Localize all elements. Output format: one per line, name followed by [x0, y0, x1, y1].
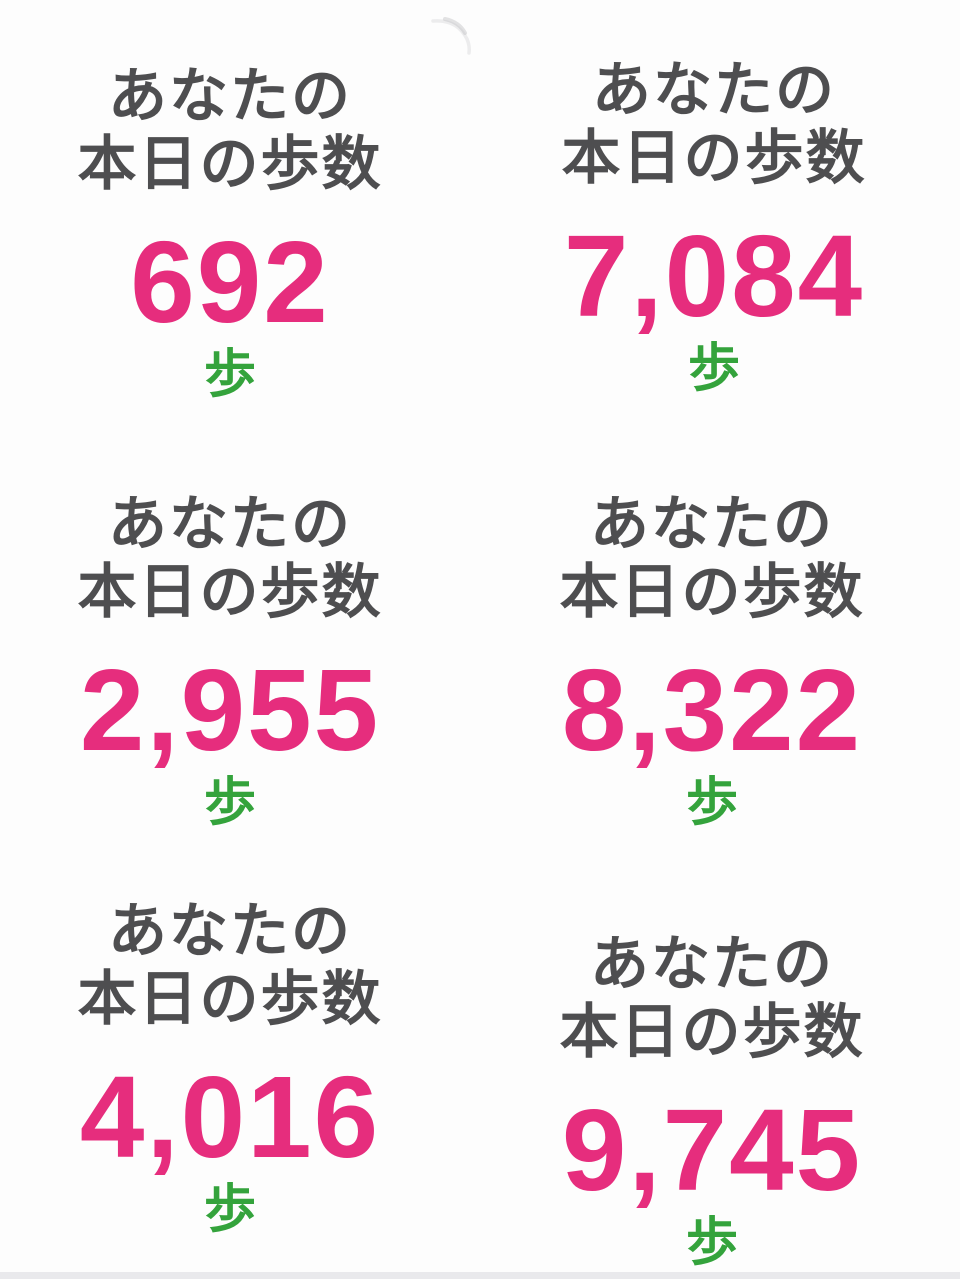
step-card: あなたの 本日の歩数 8,322 歩 — [472, 430, 952, 845]
card-title-line1: あなたの — [589, 931, 834, 997]
step-count-value: 9,745 — [561, 1085, 863, 1215]
step-card: あなたの 本日の歩数 4,016 歩 — [0, 845, 470, 1279]
card-title-line2: 本日の歩数 — [77, 966, 383, 1032]
card-title-line1: あなたの — [107, 898, 352, 964]
card-title: あなたの 本日の歩数 — [559, 490, 864, 626]
step-card: あなたの 本日の歩数 692 歩 — [0, 0, 470, 430]
step-card: あなたの 本日の歩数 7,084 歩 — [474, 0, 954, 430]
card-title-line1: あなたの — [107, 491, 352, 557]
card-title: あなたの 本日の歩数 — [559, 930, 864, 1066]
photo-edge-strip — [0, 1272, 960, 1279]
card-title: あなたの 本日の歩数 — [561, 56, 866, 192]
card-title-line1: あなたの — [107, 63, 352, 129]
card-title-line2: 本日の歩数 — [77, 559, 383, 625]
card-title: あなたの 本日の歩数 — [77, 897, 382, 1033]
card-title-line2: 本日の歩数 — [77, 131, 383, 197]
card-title-line2: 本日の歩数 — [559, 999, 865, 1065]
step-count-value: 692 — [130, 217, 330, 347]
step-unit-label: 歩 — [203, 774, 256, 832]
step-count-value: 2,955 — [79, 645, 381, 775]
step-unit-label: 歩 — [203, 346, 256, 404]
step-unit-label: 歩 — [685, 1214, 738, 1272]
card-title-line1: あなたの — [589, 491, 834, 557]
card-title: あなたの 本日の歩数 — [77, 62, 382, 198]
step-count-value: 4,016 — [79, 1052, 381, 1182]
card-title: あなたの 本日の歩数 — [77, 490, 382, 626]
step-card: あなたの 本日の歩数 2,955 歩 — [0, 430, 470, 845]
step-count-value: 7,084 — [563, 211, 865, 341]
step-unit-label: 歩 — [203, 1181, 256, 1239]
card-title-line2: 本日の歩数 — [561, 125, 867, 191]
card-title-line1: あなたの — [591, 57, 836, 123]
step-unit-label: 歩 — [685, 774, 738, 832]
card-title-line2: 本日の歩数 — [559, 559, 865, 625]
step-unit-label: 歩 — [687, 340, 740, 398]
step-count-value: 8,322 — [561, 645, 863, 775]
step-card: あなたの 本日の歩数 9,745 歩 — [472, 845, 952, 1279]
